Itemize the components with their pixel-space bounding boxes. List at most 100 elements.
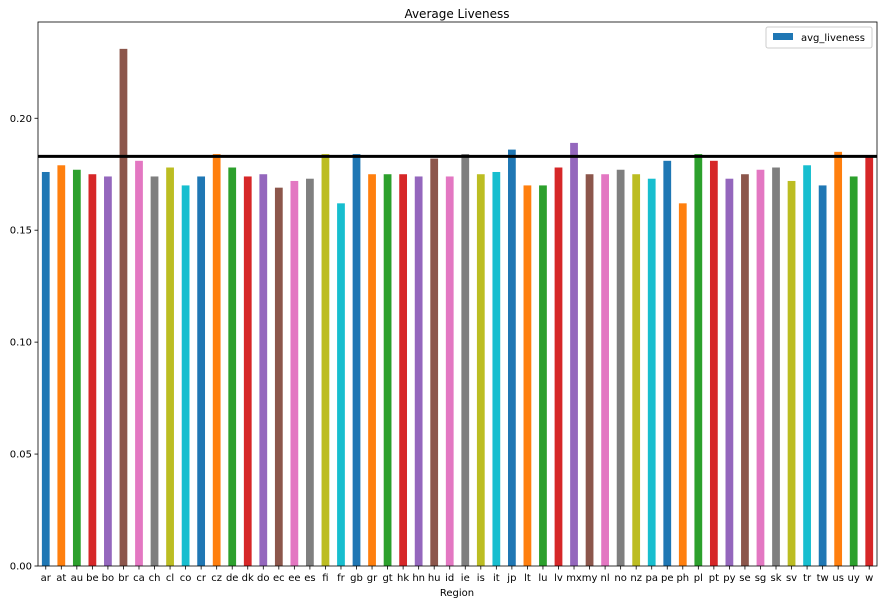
x-axis-label: Region [440,588,474,599]
legend: avg_liveness [765,26,873,49]
x-tick-label-de: de [226,573,239,584]
x-tick-label-hn: hn [412,573,425,584]
x-tick-label-sk: sk [771,573,782,584]
x-tick-label-es: es [304,573,315,584]
bar-bo [104,176,112,566]
x-tick-label-be: be [86,573,99,584]
x-tick-label-tr: tr [803,573,812,584]
bar-pl [694,154,703,566]
bar-gr [368,174,376,567]
legend-frame [765,26,873,49]
bar-py [725,178,734,566]
x-tick-label-pt: pt [709,573,719,584]
x-tick-label-au: au [71,573,83,584]
bar-pa [647,178,656,566]
x-tick-label-br: br [118,573,129,584]
x-tick-label-bo: bo [102,573,114,584]
chart-title: Average Liveness [404,7,509,21]
bar-fi [321,154,330,566]
x-tick-label-w: w [865,573,873,584]
x-tick-label-gt: gt [382,573,392,584]
bar-es [306,178,314,566]
bar-id [445,176,454,566]
bar-ca [135,160,143,567]
legend-label: avg_liveness [801,33,865,44]
x-tick-label-lt: lt [524,573,531,584]
legend-swatch [773,33,793,40]
bar-tw [818,185,827,567]
bar-pt [709,160,718,567]
x-tick-label-id: id [445,573,454,584]
bar-co [181,185,190,567]
x-tick-label-hk: hk [397,573,409,584]
x-tick-label-hu: hu [428,573,441,584]
x-tick-label-cl: cl [166,573,174,584]
bar-hu [430,158,439,566]
x-tick-label-sg: sg [755,573,767,584]
x-tick-label-mx: mx [566,573,582,584]
x-tick-label-no: no [614,573,626,584]
bar-pe [663,160,672,567]
x-tick-label-it: it [493,573,500,584]
bar-sk [772,167,780,566]
x-tick-label-uy: uy [848,573,860,584]
x-tick-label-gr: gr [367,573,378,584]
bar-nl [601,174,609,567]
x-tick-label-cz: cz [211,573,222,584]
bar-se [741,174,749,567]
bar-uy [849,176,858,566]
x-tick-label-ar: ar [41,573,52,584]
x-tick-label-dk: dk [242,573,254,584]
y-tick-label: 0.15 [10,226,32,237]
x-tick-label-pa: pa [645,573,657,584]
bar-lu [539,185,547,567]
bar-gt [383,174,392,567]
x-tick-label-ch: ch [149,573,161,584]
bar-de [228,167,237,566]
bar-it [492,171,501,567]
bar-cz [212,154,221,566]
bar-w [865,156,874,566]
bar-tr [803,165,811,566]
x-tick-label-jp: jp [506,573,516,584]
bar-br [119,48,128,567]
x-tick-label-cr: cr [196,573,206,584]
x-tick-label-nl: nl [601,573,610,584]
x-axis: ar at au be bo br ca ch cl co cr cz de dk do ec ee es fi fr… [41,566,873,584]
bar-cr [197,176,206,566]
x-tick-label-gb: gb [350,573,363,584]
x-tick-label-ec: ec [273,573,285,584]
x-tick-label-ca: ca [133,573,145,584]
x-tick-label-lv: lv [554,573,563,584]
x-tick-label-is: is [477,573,485,584]
bar-cl [166,167,174,566]
x-tick-label-do: do [257,573,269,584]
bar-au [72,169,81,566]
x-tick-label-pe: pe [661,573,674,584]
x-tick-label-tw: tw [817,573,829,584]
bar-hn [414,176,423,566]
x-tick-label-ph: ph [676,573,689,584]
bar-no [616,169,625,566]
bar-mx [570,142,578,566]
x-tick-label-my: my [582,573,598,584]
bar-hk [399,174,408,567]
bar-at [57,165,66,566]
bar-ie [461,154,470,566]
y-tick-label: 0.00 [10,562,32,573]
x-tick-label-py: py [723,573,735,584]
bar-sv [787,180,796,566]
x-tick-label-sv: sv [786,573,797,584]
bar-is [476,174,485,567]
y-tick-label: 0.10 [10,338,32,349]
x-tick-label-us: us [832,573,844,584]
axes-frame [37,21,878,567]
y-tick-label: 0.20 [10,114,32,125]
bar-us [834,151,843,566]
x-tick-label-lu: lu [538,573,547,584]
bar-lt [523,185,532,567]
plot-area [37,21,878,567]
bar-sg [756,169,765,566]
